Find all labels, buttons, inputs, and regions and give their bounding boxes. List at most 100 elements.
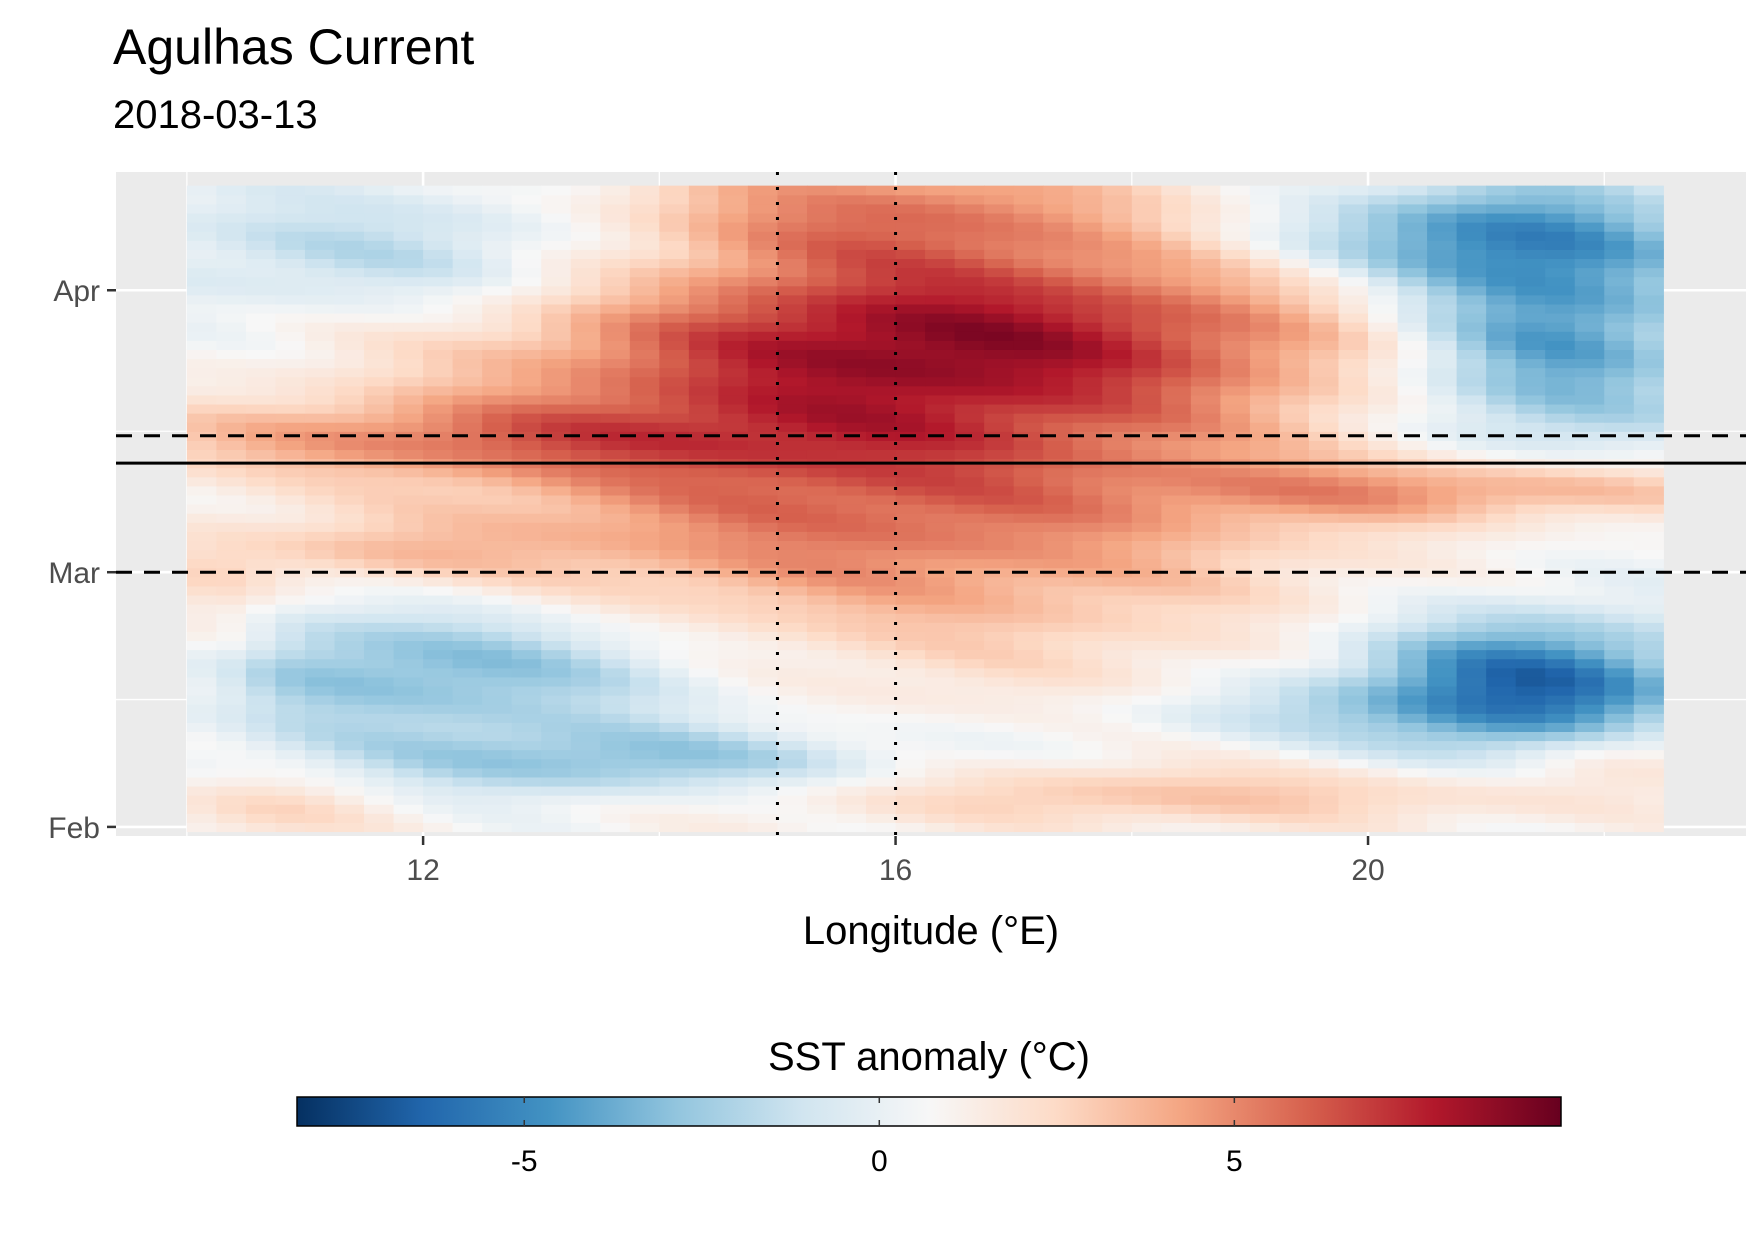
raster-cell bbox=[1604, 667, 1635, 678]
raster-cell bbox=[334, 558, 365, 569]
raster-cell bbox=[1072, 513, 1103, 523]
raster-cell bbox=[1043, 549, 1074, 560]
raster-cell bbox=[806, 713, 838, 723]
raster-cell bbox=[600, 249, 631, 260]
raster-cell bbox=[1190, 613, 1221, 623]
raster-cell bbox=[1308, 449, 1340, 460]
raster-cell bbox=[1515, 376, 1546, 387]
raster-cell bbox=[393, 513, 424, 523]
raster-cell bbox=[1190, 649, 1221, 660]
raster-cell bbox=[423, 340, 454, 350]
raster-cell bbox=[1013, 513, 1044, 523]
raster-cell bbox=[482, 594, 513, 605]
raster-cell bbox=[954, 622, 985, 632]
raster-cell bbox=[1102, 685, 1133, 696]
raster-cell bbox=[718, 540, 749, 551]
raster-cell bbox=[1486, 312, 1517, 323]
raster-cell bbox=[511, 194, 542, 205]
raster-cell bbox=[393, 312, 424, 323]
raster-cell bbox=[216, 658, 247, 669]
raster-cell bbox=[895, 604, 926, 614]
raster-cell bbox=[275, 340, 306, 350]
raster-cell bbox=[452, 349, 483, 360]
raster-cell bbox=[1249, 322, 1281, 332]
raster-cell bbox=[954, 804, 985, 814]
raster-cell bbox=[1102, 667, 1133, 678]
raster-cell bbox=[275, 422, 306, 432]
raster-cell bbox=[1072, 485, 1103, 496]
raster-cell bbox=[866, 749, 897, 760]
raster-cell bbox=[364, 449, 395, 460]
raster-cell bbox=[570, 731, 601, 742]
raster-cell bbox=[659, 795, 690, 805]
raster-cell bbox=[1190, 331, 1221, 341]
raster-cell bbox=[1486, 267, 1517, 278]
raster-cell bbox=[925, 758, 956, 769]
raster-cell bbox=[304, 449, 336, 460]
raster-cell bbox=[1190, 576, 1221, 587]
raster-cell bbox=[659, 622, 690, 632]
raster-cell bbox=[984, 185, 1015, 196]
raster-cell bbox=[1190, 685, 1221, 696]
raster-cell bbox=[600, 449, 631, 460]
raster-cell bbox=[452, 212, 483, 223]
raster-cell bbox=[364, 631, 395, 642]
raster-cell bbox=[364, 776, 395, 787]
raster-cell bbox=[629, 704, 660, 714]
raster-cell bbox=[541, 322, 572, 332]
raster-cell bbox=[1633, 331, 1664, 341]
raster-cell bbox=[1043, 494, 1074, 505]
raster-cell bbox=[777, 267, 808, 278]
raster-cell bbox=[600, 767, 631, 778]
raster-cell bbox=[659, 695, 690, 705]
raster-cell bbox=[541, 376, 572, 387]
raster-cell bbox=[393, 413, 424, 423]
raster-cell bbox=[718, 549, 749, 560]
raster-cell bbox=[541, 476, 572, 487]
raster-cell bbox=[836, 394, 867, 405]
raster-cell bbox=[1427, 504, 1458, 514]
raster-cell bbox=[570, 640, 601, 651]
raster-cell bbox=[570, 240, 601, 250]
raster-cell bbox=[1545, 504, 1576, 514]
raster-cell bbox=[570, 422, 601, 432]
raster-cell bbox=[1249, 695, 1281, 705]
raster-cell bbox=[718, 267, 749, 278]
raster-cell bbox=[688, 813, 719, 823]
raster-cell bbox=[1013, 704, 1044, 714]
raster-cell bbox=[393, 212, 424, 223]
raster-cell bbox=[423, 194, 454, 205]
raster-cell bbox=[895, 476, 926, 487]
raster-cell bbox=[1308, 194, 1340, 205]
raster-cell bbox=[1279, 795, 1310, 805]
raster-cell bbox=[1013, 194, 1044, 205]
raster-cell bbox=[1190, 540, 1221, 551]
raster-cell bbox=[245, 476, 277, 487]
raster-cell bbox=[1427, 813, 1458, 823]
raster-cell bbox=[216, 240, 247, 250]
raster-cell bbox=[806, 240, 838, 250]
raster-cell bbox=[334, 449, 365, 460]
raster-cell bbox=[393, 303, 424, 314]
raster-cell bbox=[482, 349, 513, 360]
raster-cell bbox=[1604, 585, 1635, 596]
raster-cell bbox=[1072, 267, 1103, 278]
raster-cell bbox=[954, 713, 985, 723]
raster-cell bbox=[1279, 713, 1310, 723]
raster-cell bbox=[452, 549, 483, 560]
raster-cell bbox=[629, 485, 660, 496]
raster-cell bbox=[1486, 795, 1517, 805]
raster-cell bbox=[1574, 422, 1605, 432]
raster-cell bbox=[1456, 240, 1487, 250]
raster-cell bbox=[1397, 576, 1428, 587]
raster-cell bbox=[334, 185, 365, 196]
raster-cell bbox=[1397, 394, 1428, 405]
raster-cell bbox=[1515, 631, 1546, 642]
raster-cell bbox=[1308, 513, 1340, 523]
raster-cell bbox=[866, 294, 897, 305]
raster-cell bbox=[836, 285, 867, 296]
raster-cell bbox=[1427, 376, 1458, 387]
raster-cell bbox=[1161, 312, 1192, 323]
raster-cell bbox=[570, 367, 601, 378]
raster-cell bbox=[836, 576, 867, 587]
